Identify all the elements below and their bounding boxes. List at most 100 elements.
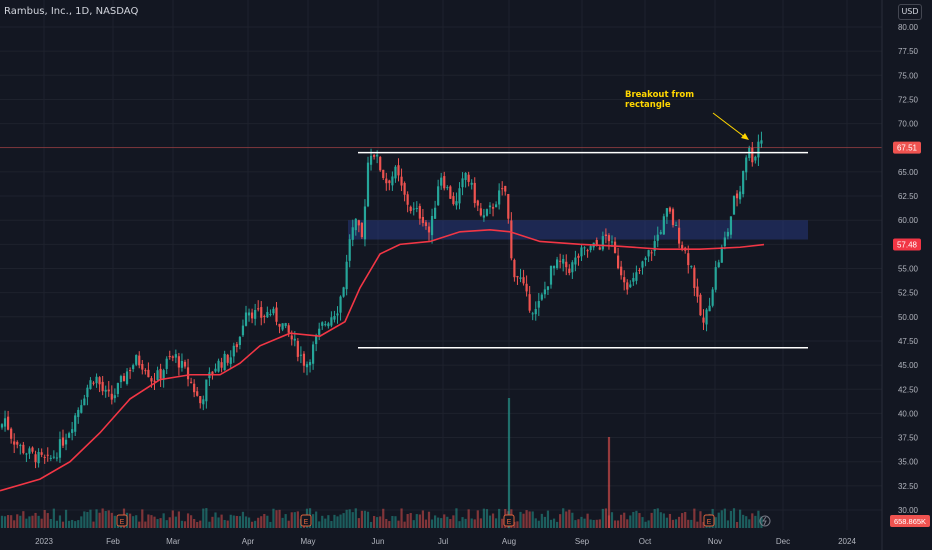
y-tick-label: 70.00: [898, 120, 919, 129]
candle-body: [498, 190, 501, 205]
earnings-marker-letter: E: [304, 519, 309, 526]
volume-bar: [281, 517, 284, 528]
candle-body: [729, 216, 733, 235]
volume-bar: [101, 508, 104, 528]
volume-bar: [702, 521, 705, 528]
candle-body: [275, 307, 278, 322]
candle-body: [668, 207, 672, 212]
y-tick-label: 30.00: [898, 506, 919, 515]
candle-body: [58, 439, 62, 458]
annotation-arrow: [712, 112, 747, 139]
candle-body: [711, 289, 714, 306]
volume-bar: [13, 520, 16, 528]
candle-body: [714, 267, 717, 290]
candle-body: [388, 180, 391, 184]
candle-body: [467, 174, 470, 182]
volume-bar: [723, 508, 726, 528]
candle-body: [162, 370, 165, 380]
candle-body: [610, 241, 614, 243]
candle-body: [412, 208, 415, 210]
volume-bar: [64, 509, 68, 528]
candle-body: [519, 277, 522, 279]
volume-bar: [409, 513, 412, 528]
candle-body: [742, 170, 745, 195]
volume-bar: [610, 512, 614, 528]
candle-body: [129, 370, 132, 372]
chart-grid: [0, 0, 882, 530]
y-tick-label: 75.00: [898, 71, 919, 80]
volume-bar: [421, 510, 424, 528]
volume-bar: [495, 518, 498, 528]
candle-body: [302, 353, 306, 366]
volume-bar: [665, 517, 668, 528]
candle-body: [61, 437, 65, 446]
candle-body: [421, 216, 424, 223]
candle-body: [98, 377, 101, 385]
candle-body: [613, 241, 617, 253]
candle-body: [281, 323, 284, 330]
candle-body: [290, 335, 293, 340]
candle-body: [635, 272, 638, 281]
x-tick-label: May: [300, 537, 315, 546]
y-tick-label: 45.00: [898, 361, 919, 370]
volume-bar: [49, 518, 52, 528]
candle-body: [153, 380, 156, 382]
volume-bar: [43, 509, 46, 528]
volume-bar: [19, 515, 22, 528]
candle-body: [543, 289, 546, 295]
candle-body: [330, 317, 333, 326]
y-tick-label: 62.50: [898, 192, 919, 201]
candle-body: [623, 277, 626, 283]
volume-bar: [687, 519, 690, 528]
candle-body: [339, 296, 342, 313]
volume-bar: [717, 512, 720, 528]
candle-body: [357, 220, 360, 226]
candle-body: [147, 369, 150, 378]
lightning-icon[interactable]: [759, 515, 771, 527]
candle-body: [546, 286, 550, 290]
volume-bar: [190, 515, 193, 528]
currency-button[interactable]: USD: [898, 4, 922, 20]
volume-bar: [205, 508, 208, 528]
volume-bar: [80, 516, 83, 528]
y-tick-label: 37.50: [898, 434, 919, 443]
candle-body: [68, 433, 71, 438]
candle-body: [125, 371, 129, 384]
volume-bar: [406, 514, 409, 528]
candle-body: [369, 155, 373, 165]
volume-bar: [211, 516, 214, 528]
volume-bar: [696, 521, 699, 528]
volume-bar: [629, 515, 632, 528]
candle-body: [107, 389, 110, 392]
candle-body: [333, 316, 336, 320]
candle-body: [556, 259, 559, 268]
volume-bar: [260, 516, 263, 528]
candle-body: [238, 336, 241, 345]
volume-bar: [671, 519, 675, 528]
price-axis-panel[interactable]: [882, 0, 932, 550]
volume-bar: [501, 518, 504, 528]
y-tick-label: 40.00: [898, 409, 919, 418]
volume-bar: [98, 512, 101, 528]
volume-bar: [55, 520, 58, 528]
candle-body: [458, 188, 461, 204]
candle-body: [77, 409, 80, 417]
volume-bar: [177, 511, 180, 528]
volume-label: 658.865K: [894, 517, 926, 526]
candle-body: [220, 362, 223, 368]
volume-bar: [434, 515, 437, 528]
volume-bar: [751, 513, 754, 528]
volume-bar: [22, 511, 25, 528]
volume-spike: [607, 437, 611, 528]
volume-bar: [498, 508, 501, 528]
volume-bar: [153, 516, 156, 528]
volume-bar: [135, 515, 138, 528]
candle-body: [101, 381, 104, 392]
volume-bar: [141, 509, 144, 528]
candle-body: [141, 363, 144, 370]
candle-body: [409, 206, 412, 211]
candle-body: [244, 312, 248, 326]
candle-body: [531, 313, 534, 315]
volume-bar: [156, 519, 159, 528]
